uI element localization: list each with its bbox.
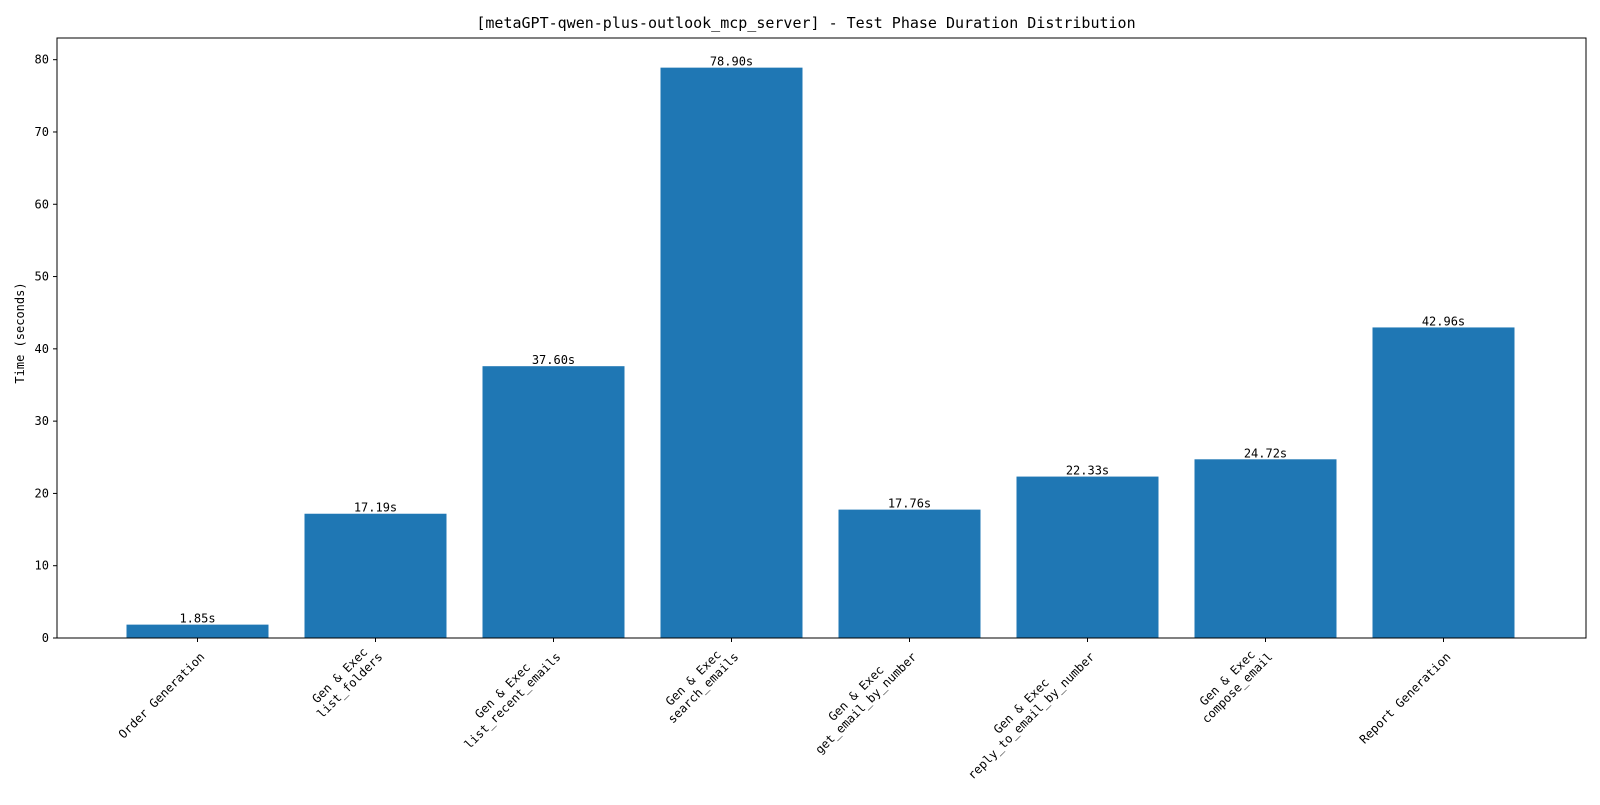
bar-value-label: 22.33s	[1066, 464, 1109, 478]
chart-title: [metaGPT-qwen-plus-outlook_mcp_server] -…	[476, 14, 1135, 32]
bar	[660, 67, 803, 639]
bar	[1016, 476, 1159, 638]
x-tick-label: Gen & Execlist_folders	[304, 640, 385, 721]
bar-value-label: 42.96s	[1422, 314, 1465, 328]
bars-layer: 1.85s 17.19s 37.60s 78.90s 17.76s 22.33s 24.72…	[126, 55, 1515, 639]
bar-value-label: 37.60s	[532, 353, 575, 367]
plot-frame	[56, 37, 1587, 639]
x-tick-label-line: Order Generation	[116, 650, 208, 742]
x-tick-label: Gen & Execreply_to_email_by_number	[955, 640, 1097, 782]
y-tick-label: 50	[35, 270, 49, 284]
y-tick-label: 0	[42, 631, 49, 645]
x-tick-label-line: Report Generation	[1357, 650, 1454, 747]
x-tick-label-line: list_recent_emails	[462, 650, 564, 752]
x-tick-label: Gen & Execlist_recent_emails	[452, 640, 564, 752]
bar-value-label: 17.76s	[888, 497, 931, 511]
x-tick-label-line: reply_to_email_by_number	[965, 650, 1098, 783]
x-tick-label: Gen & Execsearch_emails	[655, 640, 741, 726]
y-tick-label: 70	[35, 125, 49, 139]
axes-layer: 0 10 20 30 40 50 60 70 80 Order Generation Gen & E…	[35, 37, 1587, 782]
bar	[126, 624, 269, 638]
y-tick-label: 10	[35, 559, 49, 573]
bar	[1372, 327, 1515, 638]
y-tick-label: 80	[35, 53, 49, 67]
y-tick-label: 30	[35, 414, 49, 428]
bar-value-label: 78.90s	[710, 55, 753, 69]
x-tick-label: Order Generation	[116, 650, 208, 742]
x-tick-label: Gen & Execcompose_email	[1189, 640, 1275, 726]
x-tick-label: Gen & Execget_email_by_number	[803, 640, 920, 757]
y-tick-label: 60	[35, 197, 49, 211]
bar	[1194, 459, 1337, 638]
bar	[838, 509, 981, 638]
bar	[304, 513, 447, 638]
y-axis-label: Time (seconds)	[13, 282, 27, 383]
bar-value-label: 24.72s	[1244, 446, 1287, 460]
bar-value-label: 17.19s	[354, 501, 397, 515]
x-tick-label: Report Generation	[1357, 650, 1454, 747]
x-tick-label-line: get_email_by_number	[812, 650, 919, 757]
y-tick-label: 20	[35, 486, 49, 500]
bar	[482, 366, 625, 638]
bar-value-label: 1.85s	[179, 612, 215, 626]
y-tick-label: 40	[35, 342, 49, 356]
